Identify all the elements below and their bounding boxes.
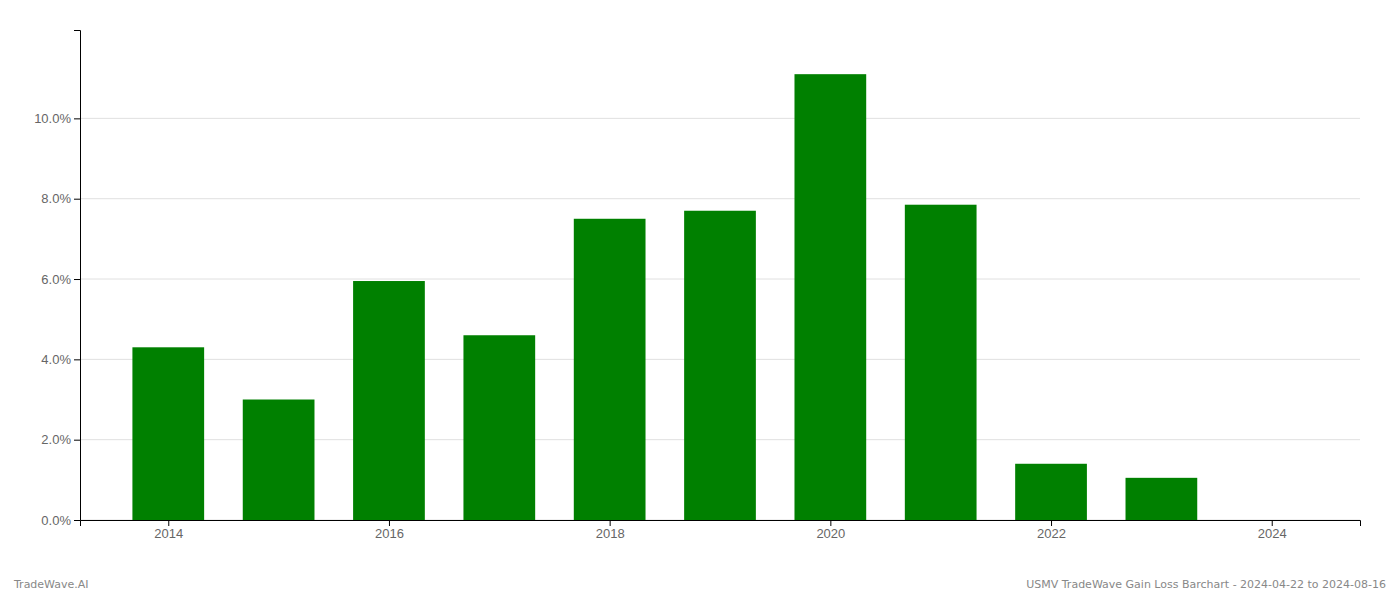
bar [905, 205, 977, 520]
grid-line [80, 118, 1360, 119]
y-tick-label: 8.0% [41, 191, 71, 206]
y-tick: 4.0% [41, 352, 80, 367]
x-tick: 2022 [1037, 520, 1066, 541]
x-tick-label: 2024 [1258, 526, 1287, 541]
y-tick: 6.0% [41, 272, 80, 287]
y-axis: 0.0% 2.0% 4.0% 6.0% 8.0% 10.0% [34, 31, 80, 528]
bar [1126, 478, 1198, 520]
y-tick: 10.0% [34, 111, 80, 126]
x-tick: 2018 [596, 520, 625, 541]
x-tick-mark [610, 520, 611, 526]
y-tick-mark [74, 359, 80, 360]
x-axis-line [81, 521, 1361, 527]
y-tick-mark [74, 520, 80, 521]
bar [574, 219, 646, 520]
plot-area: 0.0% 2.0% 4.0% 6.0% 8.0% 10.0% 2014 2016 2018 202… [34, 31, 1360, 542]
bar [463, 335, 535, 520]
x-tick-mark [1272, 520, 1273, 526]
bars [132, 74, 1197, 520]
x-tick: 2024 [1258, 520, 1287, 541]
bar [794, 74, 866, 520]
x-tick: 2020 [816, 520, 845, 541]
y-tick: 8.0% [41, 191, 80, 206]
x-tick-label: 2014 [154, 526, 183, 541]
bar [684, 211, 756, 520]
y-tick-mark [74, 199, 80, 200]
footer-text: TradeWave.AI [13, 578, 89, 591]
footer-text: USMV TradeWave Gain Loss Barchart - 2024… [1026, 578, 1386, 591]
y-axis-line [74, 31, 81, 521]
bar [1236, 520, 1308, 521]
y-tick-label: 0.0% [41, 513, 71, 528]
x-tick-label: 2018 [596, 526, 625, 541]
footer: TradeWave.AI USMV TradeWave Gain Loss Bar… [13, 578, 1386, 591]
x-tick: 2014 [154, 520, 183, 541]
y-tick-mark [74, 279, 80, 280]
bar [1015, 464, 1087, 520]
x-axis: 2014 2016 2018 2020 2022 2024 [81, 520, 1361, 541]
x-tick-label: 2022 [1037, 526, 1066, 541]
y-tick-mark [74, 440, 80, 441]
y-tick-label: 2.0% [41, 432, 71, 447]
y-tick-label: 6.0% [41, 272, 71, 287]
x-tick-mark [389, 520, 390, 526]
bar [243, 400, 315, 520]
chart: 0.0% 2.0% 4.0% 6.0% 8.0% 10.0% 2014 2016 2018 202… [0, 0, 1400, 600]
y-tick-label: 10.0% [34, 111, 71, 126]
grid [80, 118, 1360, 520]
x-tick: 2016 [375, 520, 404, 541]
x-tick-label: 2020 [816, 526, 845, 541]
bar [353, 281, 425, 520]
grid-line [80, 198, 1360, 199]
y-tick: 2.0% [41, 432, 80, 447]
y-tick-label: 4.0% [41, 352, 71, 367]
x-tick-label: 2016 [375, 526, 404, 541]
x-tick-mark [1051, 520, 1052, 526]
y-tick-mark [74, 118, 80, 119]
bar [132, 347, 204, 520]
y-tick: 0.0% [41, 513, 80, 528]
x-tick-mark [830, 520, 831, 526]
x-tick-mark [168, 520, 169, 526]
